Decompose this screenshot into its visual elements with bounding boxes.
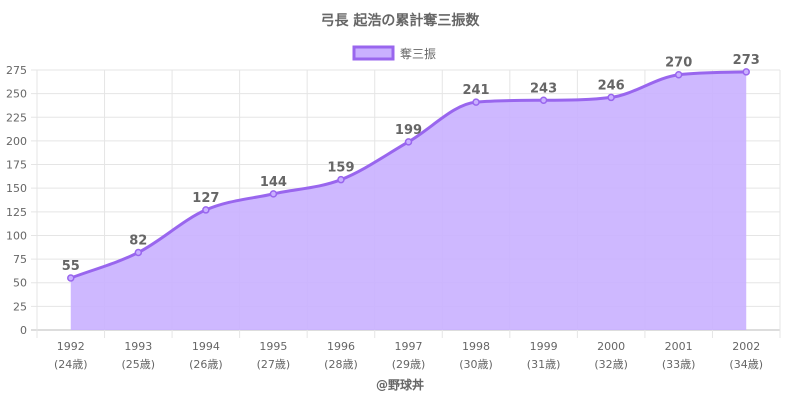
x-tick-label: 2000 bbox=[597, 340, 625, 353]
y-tick-label: 275 bbox=[6, 64, 27, 77]
y-tick-label: 100 bbox=[6, 229, 27, 242]
data-point[interactable] bbox=[742, 68, 750, 76]
legend-label: 奪三振 bbox=[400, 46, 436, 61]
data-label: 127 bbox=[192, 191, 219, 206]
x-tick-sublabel: (32歳) bbox=[594, 358, 628, 371]
x-tick-sublabel: (28歳) bbox=[324, 358, 358, 371]
data-point[interactable] bbox=[404, 138, 413, 146]
y-tick-label: 175 bbox=[6, 159, 27, 172]
data-label: 241 bbox=[462, 83, 489, 98]
x-tick-sublabel: (27歳) bbox=[257, 358, 291, 371]
x-tick-label: 1993 bbox=[124, 340, 152, 353]
data-label: 159 bbox=[327, 161, 354, 176]
x-tick-label: 1997 bbox=[395, 340, 423, 353]
y-tick-label: 150 bbox=[6, 182, 27, 195]
credit-text: @野球丼 bbox=[376, 377, 424, 392]
legend[interactable]: 奪三振 bbox=[352, 45, 436, 61]
x-tick-sublabel: (25歳) bbox=[122, 358, 156, 371]
y-tick-label: 250 bbox=[6, 88, 27, 101]
data-point[interactable] bbox=[134, 248, 143, 257]
x-tick-sublabel: (29歳) bbox=[392, 358, 426, 371]
data-label: 144 bbox=[260, 175, 287, 190]
x-tick-label: 1995 bbox=[259, 340, 287, 353]
x-tick-label: 2001 bbox=[665, 340, 693, 353]
data-label: 270 bbox=[665, 56, 692, 71]
data-point[interactable] bbox=[607, 93, 615, 102]
data-point[interactable] bbox=[539, 96, 548, 105]
data-point[interactable] bbox=[674, 70, 683, 79]
x-tick-label: 2002 bbox=[732, 340, 760, 353]
area-fill bbox=[70, 71, 747, 331]
x-tick-sublabel: (33歳) bbox=[662, 358, 696, 371]
data-point[interactable] bbox=[269, 190, 278, 198]
axis-ticks: 0 25 50 75 100 125 150 175 200 225 250 275 1992 (24歳)… bbox=[6, 64, 763, 371]
data-label: 246 bbox=[598, 78, 625, 93]
data-point[interactable] bbox=[472, 98, 480, 106]
data-point[interactable] bbox=[67, 274, 75, 282]
x-tick-label: 1999 bbox=[530, 340, 558, 353]
data-labels: 55 82 127 144 159 199 241 243 246 270 273 bbox=[62, 53, 760, 274]
x-tick-label: 1996 bbox=[327, 340, 355, 353]
data-point[interactable] bbox=[337, 175, 345, 184]
data-label: 199 bbox=[395, 123, 422, 138]
data-label: 243 bbox=[530, 81, 557, 96]
y-tick-label: 225 bbox=[6, 111, 27, 124]
data-label: 82 bbox=[129, 233, 147, 248]
chart-title: 弓長 起浩の累計奪三振数 bbox=[321, 12, 481, 29]
x-tick-label: 1992 bbox=[57, 340, 85, 353]
x-tick-sublabel: (34歳) bbox=[729, 358, 763, 371]
x-tick-sublabel: (30歳) bbox=[459, 358, 493, 371]
data-label: 273 bbox=[733, 53, 760, 68]
x-tick-label: 1994 bbox=[192, 340, 220, 353]
y-tick-label: 25 bbox=[13, 300, 27, 313]
data-points bbox=[67, 68, 750, 282]
data-label: 55 bbox=[62, 259, 80, 274]
y-tick-label: 75 bbox=[13, 253, 27, 266]
y-tick-label: 0 bbox=[20, 324, 27, 337]
x-tick-sublabel: (24歳) bbox=[54, 358, 88, 371]
x-tick-sublabel: (26歳) bbox=[189, 358, 223, 371]
y-tick-label: 200 bbox=[6, 135, 27, 148]
y-tick-label: 125 bbox=[6, 206, 27, 219]
y-tick-label: 50 bbox=[13, 277, 27, 290]
x-tick-sublabel: (31歳) bbox=[527, 358, 561, 371]
legend-swatch bbox=[352, 45, 395, 61]
data-point[interactable] bbox=[202, 206, 210, 214]
x-tick-label: 1998 bbox=[462, 340, 490, 353]
